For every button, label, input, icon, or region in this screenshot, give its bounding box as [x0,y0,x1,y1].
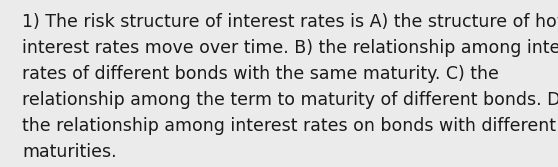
Text: 1) The risk structure of interest rates is A) the structure of how: 1) The risk structure of interest rates … [22,13,558,31]
Text: maturities.: maturities. [22,143,117,161]
Text: the relationship among interest rates on bonds with different: the relationship among interest rates on… [22,117,556,135]
Text: interest rates move over time. B) the relationship among interest: interest rates move over time. B) the re… [22,39,558,57]
Text: relationship among the term to maturity of different bonds. D): relationship among the term to maturity … [22,91,558,109]
Text: rates of different bonds with the same maturity. C) the: rates of different bonds with the same m… [22,65,499,83]
